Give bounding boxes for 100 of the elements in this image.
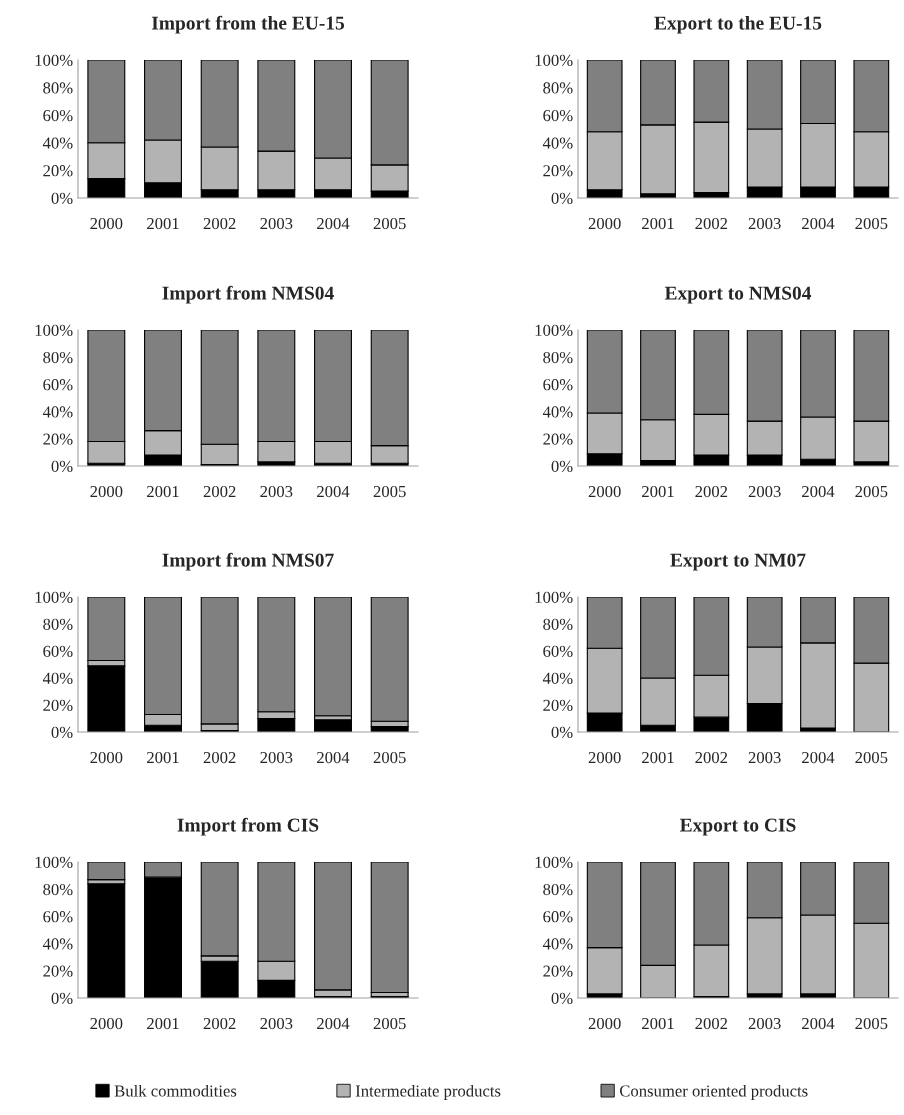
y-tick-label: 20%: [43, 433, 73, 445]
x-tick-label: 2001: [642, 485, 674, 498]
y-tick-label: 60%: [543, 109, 573, 122]
y-tick-label: 80%: [43, 883, 73, 896]
y-tick-label: 100%: [35, 856, 73, 868]
x-tick-label: 2002: [203, 1017, 236, 1030]
y-tick-label: 100%: [35, 54, 73, 66]
x-tick-label: 2005: [855, 1017, 888, 1030]
chart-title: Import from NMS04: [162, 285, 334, 304]
x-tick-label: 2000: [588, 217, 621, 230]
x-tick-label: 2001: [642, 217, 674, 230]
x-tick-label: 2000: [588, 485, 621, 498]
chart-title: Export to the EU-15: [654, 15, 822, 34]
x-tick-label: 2004: [802, 1017, 835, 1030]
y-tick-label: 40%: [542, 672, 573, 684]
legend-label: Consumer oriented products: [619, 1084, 808, 1100]
y-tick-label: 80%: [43, 618, 73, 630]
y-tick-label: 100%: [535, 54, 573, 66]
y-tick-label: 80%: [543, 82, 573, 94]
x-tick-label: 2002: [203, 217, 236, 230]
chart-title: Export to NMS04: [664, 286, 812, 304]
x-tick-label: 2002: [695, 1017, 728, 1030]
y-tick-label: 60%: [43, 911, 73, 923]
y-tick-label: 20%: [43, 965, 73, 977]
y-tick-label: 80%: [543, 351, 573, 364]
x-tick-label: 2001: [147, 217, 179, 230]
y-tick-label: 60%: [43, 109, 73, 122]
x-tick-label: 2003: [260, 485, 293, 498]
y-tick-label: 40%: [42, 672, 73, 684]
y-tick-label: 20%: [543, 965, 573, 977]
y-tick-label: 80%: [43, 82, 73, 94]
y-tick-label: 60%: [543, 911, 573, 923]
chart-title: Import from NMS07: [162, 552, 334, 571]
x-tick-label: 2000: [90, 217, 123, 230]
y-tick-label: 80%: [543, 618, 573, 630]
x-tick-label: 2002: [695, 751, 728, 764]
y-tick-label: 100%: [35, 324, 73, 336]
x-tick-label: 2004: [317, 1017, 350, 1030]
x-tick-label: 2005: [855, 217, 888, 230]
y-tick-label: 60%: [543, 379, 573, 391]
y-tick-label: 0%: [51, 460, 73, 472]
x-tick-label: 2005: [373, 1017, 406, 1030]
y-tick-label: 100%: [35, 591, 73, 603]
chart-title: Export to CIS: [679, 818, 796, 836]
x-tick-label: 2003: [260, 1017, 293, 1030]
y-tick-label: 20%: [543, 165, 573, 177]
x-tick-label: 2004: [317, 751, 350, 764]
y-tick-label: 60%: [543, 645, 573, 657]
x-tick-label: 2004: [317, 217, 350, 230]
x-tick-label: 2004: [802, 217, 835, 230]
chart-title: Import from the EU-15: [151, 15, 345, 34]
x-tick-label: 2003: [748, 751, 781, 764]
y-tick-label: 20%: [43, 699, 73, 711]
x-tick-label: 2003: [748, 217, 781, 230]
y-tick-label: 0%: [551, 460, 573, 472]
x-tick-label: 2001: [642, 1017, 674, 1030]
x-tick-label: 2004: [802, 751, 835, 764]
x-tick-label: 2003: [748, 1017, 781, 1030]
legend-label: Intermediate products: [355, 1084, 501, 1100]
x-tick-label: 2000: [90, 485, 123, 498]
y-tick-label: 100%: [535, 324, 573, 336]
x-tick-label: 2002: [695, 217, 728, 230]
y-tick-label: 100%: [535, 591, 573, 603]
x-tick-label: 2005: [373, 217, 406, 230]
x-tick-label: 2005: [855, 751, 888, 764]
y-tick-label: 40%: [542, 938, 573, 950]
x-tick-label: 2004: [802, 485, 835, 498]
y-tick-label: 40%: [542, 406, 573, 418]
y-tick-label: 80%: [543, 883, 573, 896]
x-tick-label: 2003: [748, 485, 781, 498]
x-tick-label: 2000: [90, 751, 123, 764]
x-tick-label: 2000: [90, 1017, 123, 1030]
y-tick-label: 40%: [42, 137, 73, 149]
x-tick-label: 2005: [373, 751, 406, 764]
x-tick-label: 2000: [588, 751, 621, 764]
y-tick-label: 100%: [535, 856, 573, 868]
y-tick-label: 60%: [43, 645, 73, 657]
y-tick-label: 0%: [551, 726, 573, 738]
y-tick-label: 40%: [42, 406, 73, 418]
y-tick-label: 0%: [51, 992, 73, 1004]
chart-title: Import from CIS: [177, 817, 319, 836]
y-tick-label: 80%: [43, 351, 73, 364]
y-tick-label: 0%: [551, 192, 573, 204]
x-tick-label: 2005: [373, 485, 406, 498]
x-tick-label: 2001: [147, 1017, 179, 1030]
x-tick-label: 2002: [203, 485, 236, 498]
chart-title: Export to NM07: [670, 553, 806, 571]
y-tick-label: 0%: [551, 992, 573, 1004]
x-tick-label: 2001: [147, 751, 179, 764]
y-tick-label: 20%: [43, 165, 73, 177]
x-tick-label: 2002: [695, 485, 728, 498]
y-tick-label: 0%: [51, 726, 73, 738]
x-tick-label: 2002: [203, 751, 236, 764]
x-tick-label: 2001: [147, 485, 179, 498]
x-tick-label: 2005: [855, 485, 888, 498]
y-tick-label: 20%: [543, 699, 573, 711]
x-tick-label: 2003: [260, 217, 293, 230]
y-tick-label: 60%: [43, 379, 73, 391]
y-tick-label: 0%: [51, 192, 73, 204]
x-tick-label: 2001: [642, 751, 674, 764]
